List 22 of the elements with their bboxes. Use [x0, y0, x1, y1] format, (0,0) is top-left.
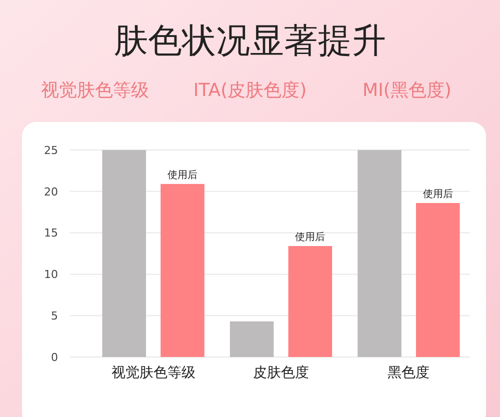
data-label: 使用后	[422, 188, 453, 200]
y-tick-label: 15	[44, 226, 58, 240]
bar	[102, 150, 146, 357]
y-tick-label: 10	[44, 268, 58, 282]
x-tick-label: 黑色度	[388, 365, 430, 381]
chart-title: 肤色状况显著提升	[114, 21, 386, 61]
text: 视觉肤色等级	[41, 80, 149, 101]
bar	[358, 150, 402, 357]
data-label: 使用后	[167, 168, 198, 181]
text: ITA(皮肤色度)	[193, 80, 307, 101]
bar	[288, 246, 332, 357]
y-tick-label: 25	[44, 144, 58, 157]
text: MI(黑色度)	[362, 80, 452, 101]
y-tick-label: 5	[51, 309, 58, 322]
data-label: 使用后	[295, 231, 326, 244]
y-tick-label: 20	[44, 185, 58, 198]
bar	[160, 184, 204, 357]
bar	[230, 321, 274, 357]
y-tick-label: 0	[51, 350, 58, 364]
x-tick-label: 皮肤色度	[253, 365, 309, 381]
bar	[416, 202, 460, 357]
x-tick-label: 视觉肤色等级	[111, 365, 196, 381]
